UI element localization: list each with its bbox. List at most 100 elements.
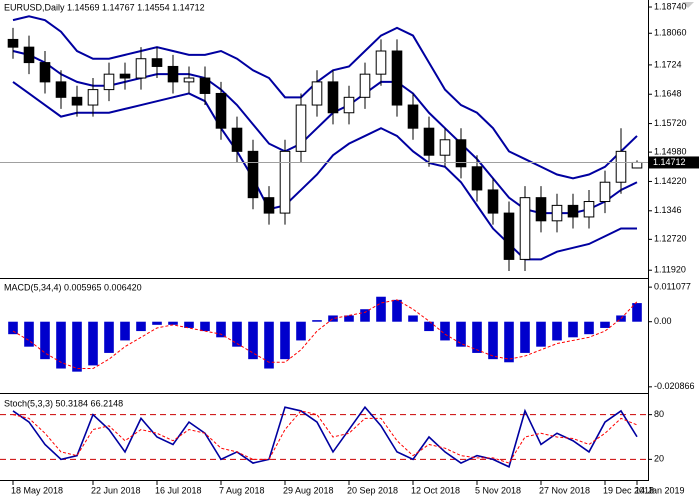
- macd-title: MACD(5,34,4) 0.005965 0.006420: [4, 282, 142, 292]
- macd-bar: [632, 303, 642, 322]
- macd-bar: [88, 321, 98, 366]
- x-tick-label: 7 Aug 2018: [219, 485, 265, 495]
- x-tick-label: 14 Jan 2019: [635, 485, 685, 495]
- price-marker-label: 1.14712: [653, 157, 686, 167]
- candle-body: [71, 96, 83, 106]
- y-tick-label: 1.1724: [654, 59, 682, 69]
- candle-body: [55, 81, 67, 98]
- candle-body: [439, 139, 451, 156]
- y-tick-label: 0.011077: [654, 282, 691, 292]
- y-tick-label: 1.1648: [654, 89, 682, 99]
- candle-body: [567, 204, 579, 218]
- macd-bar: [424, 321, 434, 332]
- candle-body: [199, 77, 211, 94]
- macd-bar: [376, 296, 386, 322]
- x-tick-label: 12 Oct 2018: [411, 485, 460, 495]
- macd-bar: [280, 321, 290, 360]
- y-tick-label: 1.12720: [654, 234, 687, 244]
- bollinger-band: [12, 81, 637, 261]
- macd-bar: [8, 321, 18, 335]
- macd-bar: [456, 321, 466, 347]
- macd-bar: [168, 321, 178, 325]
- candle-body: [7, 38, 19, 48]
- x-tick-label: 18 May 2018: [11, 485, 63, 495]
- macd-bar: [504, 321, 514, 363]
- macd-bar: [216, 321, 226, 338]
- macd-bar: [72, 321, 82, 372]
- candle-body: [311, 81, 323, 106]
- y-tick-label: 1.18740: [654, 1, 687, 11]
- macd-bar: [408, 315, 418, 322]
- macd-bar: [56, 321, 66, 369]
- macd-bar: [344, 315, 354, 322]
- macd-bar: [440, 321, 450, 341]
- candle-body: [615, 150, 627, 183]
- x-tick-label: 20 Sep 2018: [347, 485, 398, 495]
- macd-bar: [552, 321, 562, 341]
- macd-bar: [232, 321, 242, 347]
- candle-body: [327, 81, 339, 114]
- candle-body: [103, 73, 115, 91]
- candle-body: [583, 201, 595, 218]
- macd-bar: [296, 321, 306, 341]
- candle-body: [263, 197, 275, 214]
- macd-bar: [360, 309, 370, 322]
- macd-bar: [312, 320, 322, 322]
- candle-body: [279, 150, 291, 214]
- y-tick-label: 1.18060: [654, 28, 687, 38]
- macd-bar: [584, 321, 594, 335]
- macd-bar: [472, 321, 482, 353]
- macd-bar: [264, 321, 274, 369]
- y-tick-label: 20: [654, 454, 664, 464]
- y-tick-label: 1.1346: [654, 205, 682, 215]
- candle-body: [247, 150, 259, 199]
- candle-body: [503, 212, 515, 260]
- candle-body: [535, 197, 547, 222]
- menu-icon[interactable]: [682, 2, 694, 8]
- macd-bar: [248, 321, 258, 360]
- candle-body: [343, 96, 355, 114]
- candle-body: [295, 104, 307, 152]
- candle-body: [423, 127, 435, 156]
- candle-body: [455, 139, 467, 168]
- y-tick-label: 0.00: [654, 316, 672, 326]
- macd-bar: [568, 321, 578, 338]
- candle-body: [487, 189, 499, 214]
- macd-bar: [200, 321, 210, 332]
- candle-body: [215, 92, 227, 129]
- candle-body: [359, 73, 371, 98]
- macd-bar: [24, 321, 34, 347]
- candle-body: [23, 46, 35, 64]
- macd-bar: [120, 321, 130, 341]
- candle-body: [631, 161, 643, 169]
- candle-body: [519, 197, 531, 260]
- candle-body: [375, 50, 387, 75]
- candle-body: [599, 181, 611, 203]
- candle-body: [407, 104, 419, 129]
- macd-bar: [104, 321, 114, 353]
- macd-bar: [152, 321, 162, 325]
- x-tick-label: 5 Nov 2018: [475, 485, 521, 495]
- y-tick-label: -0.020866: [654, 381, 695, 391]
- candle-body: [231, 127, 243, 152]
- macd-bar: [392, 299, 402, 322]
- candle-body: [119, 73, 131, 79]
- stoch-signal: [12, 410, 638, 464]
- y-tick-label: 1.15720: [654, 118, 687, 128]
- stoch-main: [12, 405, 638, 468]
- y-tick-label: 1.14220: [654, 176, 687, 186]
- candle-body: [391, 50, 403, 106]
- candle-body: [135, 58, 147, 79]
- y-tick-label: 80: [654, 409, 664, 419]
- y-tick-label: 1.11920: [654, 265, 686, 275]
- candle-body: [471, 166, 483, 191]
- macd-bar: [488, 321, 498, 360]
- candle-body: [167, 65, 179, 83]
- x-tick-label: 22 Jun 2018: [91, 485, 141, 495]
- y-tick-label: 1.14980: [654, 146, 687, 156]
- price-marker: [649, 156, 699, 169]
- macd-bar: [184, 321, 194, 328]
- price-title: EURUSD,Daily 1.14569 1.14767 1.14554 1.1…: [4, 2, 205, 12]
